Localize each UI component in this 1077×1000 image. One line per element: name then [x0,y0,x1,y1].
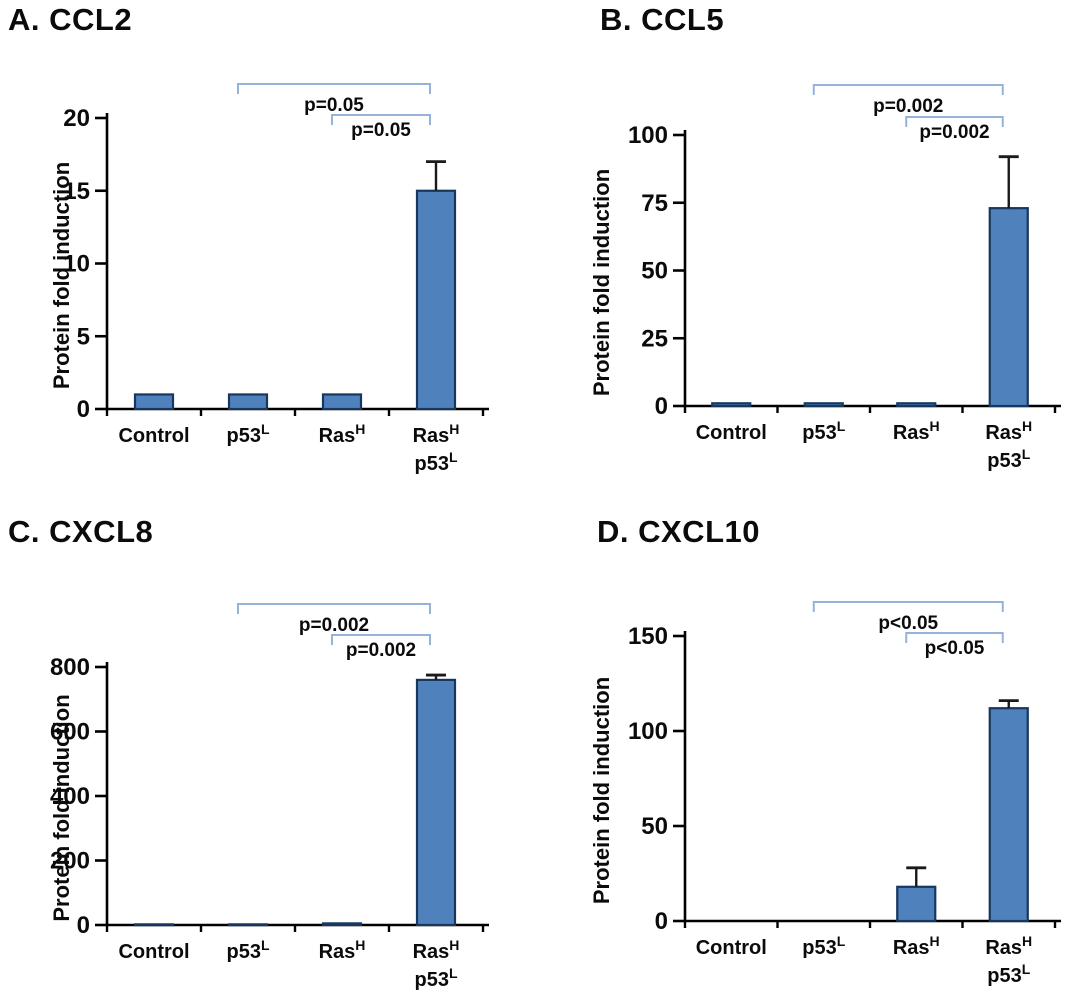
panel-ccl2: A. CCL2 p=0.05 p=0.05 0 5 10 15 20 Control p53L R… [0,0,540,500]
bar [321,922,363,927]
y-tick-label: 0 [655,908,668,935]
p-value-label: p<0.05 [925,638,985,659]
p-value-label: p=0.002 [873,96,943,117]
panel-ccl5: B. CCL5 p=0.002 p=0.002 0 25 50 75 100 Control p… [540,0,1077,500]
y-tick-label: 0 [77,912,90,939]
y-tick-label: 200 [50,848,90,875]
x-axis-label: p53L [226,421,269,447]
y-tick-label: 800 [50,654,90,681]
p-value-label: p=0.05 [351,120,411,141]
significance-bracket [812,601,1004,612]
bar [896,885,937,923]
bar [711,402,752,408]
significance-bracket [905,116,1004,127]
y-tick-label: 0 [655,393,668,420]
x-axis-label: p53L [226,937,269,963]
x-axis-label: p53L [987,961,1030,987]
panel-cxcl10: D. CXCL10 p<0.05 p<0.05 0 50 100 150 Control p5… [540,500,1077,1000]
y-tick-label: 75 [641,190,668,217]
panel-ccl5-title: B. CCL5 [600,2,725,37]
x-axis-label: RasH [985,418,1032,444]
x-axis-label: RasH [985,933,1032,959]
y-tick-label: 50 [641,258,668,285]
x-axis-label: RasH [319,937,366,963]
significance-bracket [331,114,431,125]
y-tick-label: 20 [63,105,90,132]
bar [415,678,457,927]
x-axis-label: p53L [802,933,845,959]
x-axis-label: RasH [413,937,460,963]
bar [133,923,175,927]
y-tick-label: 150 [628,623,668,650]
x-axis-label: RasH [413,421,460,447]
x-axis-label: Control [118,425,189,447]
p-value-label: p=0.002 [299,615,369,636]
bar [227,923,269,927]
significance-bracket [237,603,431,614]
y-tick-label: 25 [641,325,668,352]
y-tick-label: 0 [77,396,90,423]
x-axis-label: Control [696,937,767,959]
bar [896,402,937,408]
y-tick-label: 15 [63,178,90,205]
p-value-label: p=0.002 [919,122,989,143]
p-value-label: p<0.05 [878,613,938,634]
x-axis-label: p53L [802,418,845,444]
y-axis-label: Protein fold induction [589,169,614,396]
bar [227,393,269,411]
y-tick-label: 100 [628,718,668,745]
x-axis-label: RasH [893,418,940,444]
x-axis-label: p53L [414,449,457,475]
p-value-label: p=0.002 [346,640,416,661]
panel-cxcl8-title: C. CXCL8 [8,514,154,549]
y-tick-label: 400 [50,783,90,810]
bar [988,707,1029,923]
y-axis-label: Protein fold induction [49,162,74,389]
x-axis-label: Control [118,941,189,963]
p-value-label: p=0.05 [304,95,364,116]
bar [321,393,363,411]
panel-cxcl10-title: D. CXCL10 [597,514,760,549]
x-axis-label: p53L [987,446,1030,472]
y-axis-label: Protein fold induction [589,677,614,904]
y-tick-label: 10 [63,251,90,278]
bar [988,207,1029,408]
x-axis-label: p53L [414,965,457,991]
x-axis-label: RasH [319,421,366,447]
x-axis-label: Control [696,422,767,444]
y-tick-label: 100 [628,122,668,149]
panel-ccl2-title: A. CCL2 [8,2,133,37]
x-axis-label: RasH [893,933,940,959]
panel-cxcl8: C. CXCL8 p=0.002 p=0.002 0 200 400 600 800 Cont… [0,500,540,1000]
y-tick-label: 50 [641,813,668,840]
bar [803,402,844,408]
bar [415,189,457,411]
significance-bracket [237,83,431,94]
significance-bracket [331,634,431,645]
significance-bracket [812,84,1004,95]
y-tick-label: 5 [77,323,90,350]
y-tick-label: 600 [50,719,90,746]
y-axis-label: Protein fold induction [49,694,74,921]
bar [133,393,175,411]
significance-bracket [905,632,1004,643]
